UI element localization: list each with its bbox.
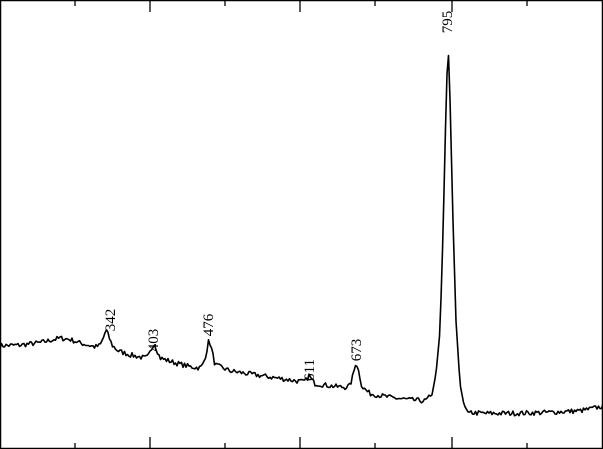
- spectrum-line: [0, 54, 603, 417]
- series-layer: [0, 54, 603, 417]
- peak-labels: 342 403 476 611 673 795: [103, 11, 456, 381]
- peak-label: 673: [349, 339, 365, 362]
- peak-label: 795: [440, 11, 456, 34]
- peak-label: 342: [103, 309, 119, 332]
- peak-label: 611: [302, 359, 318, 381]
- peak-label: 403: [146, 329, 162, 352]
- peak-label: 476: [201, 313, 217, 336]
